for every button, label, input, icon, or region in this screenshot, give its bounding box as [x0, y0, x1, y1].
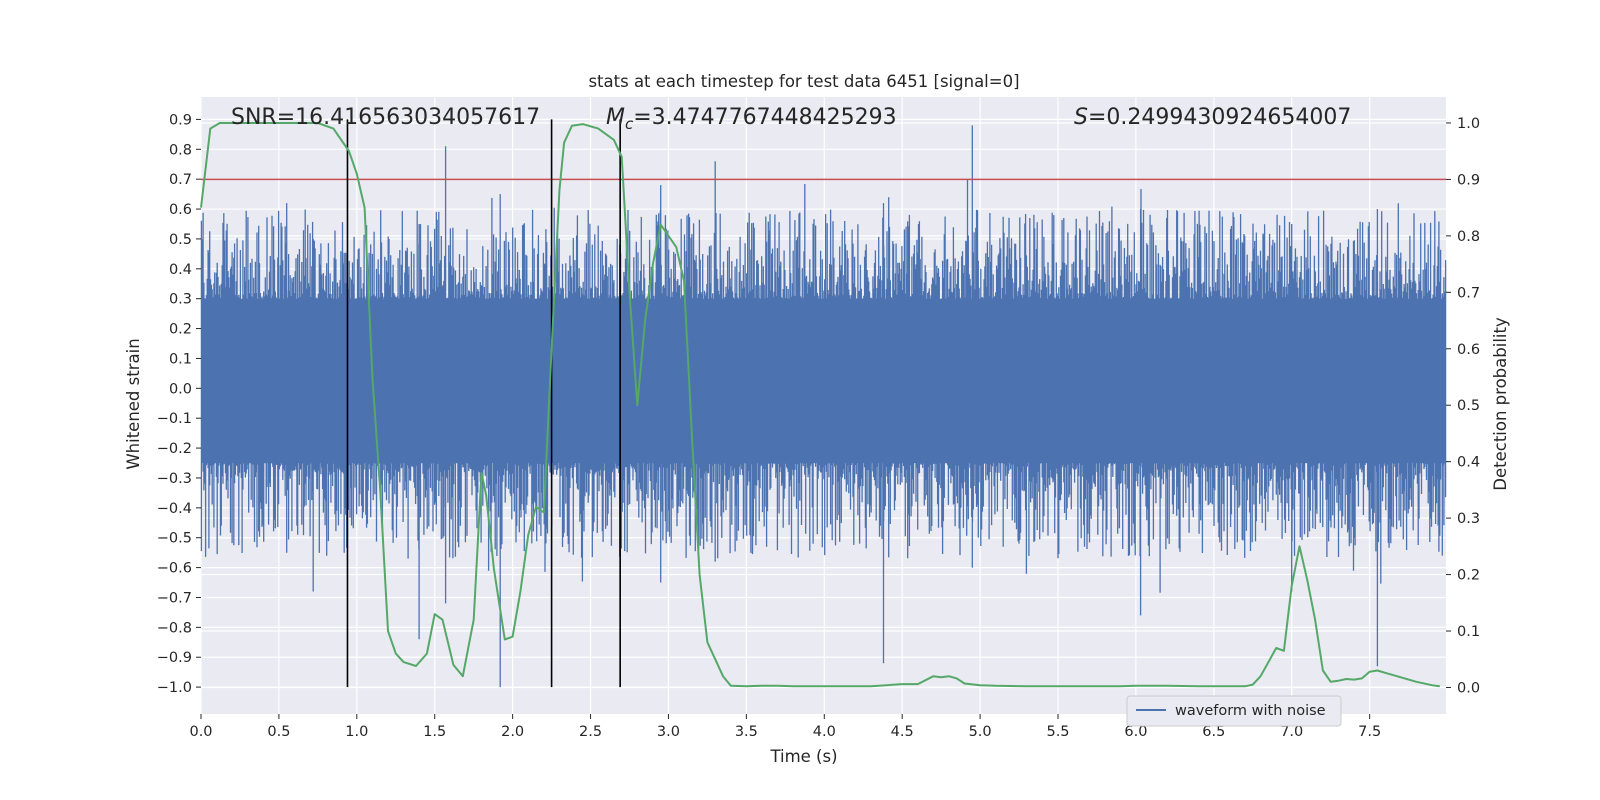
y-tick-label: −0.2: [157, 441, 192, 457]
y2-tick-label: 0.4: [1457, 455, 1480, 471]
y2-tick-label: 1.0: [1457, 116, 1480, 132]
chart-title: stats at each timestep for test data 645…: [588, 72, 1019, 91]
legend: waveform with noise: [1126, 695, 1342, 727]
y-tick-label: 0.8: [169, 142, 192, 158]
y-tick-label: 0.1: [169, 351, 192, 367]
y-axis-ticks: −1.0 −0.9 −0.8 −0.7 −0.6 −0.5 −0.4 −0.3 −0.2 −0.1…: [157, 112, 201, 696]
x-axis-label: Time (s): [769, 747, 837, 766]
x-tick-label: 3.0: [657, 724, 680, 740]
chirp-mass-symbol: M: [606, 105, 625, 130]
y2-tick-label: 0.8: [1457, 229, 1480, 245]
snr-annotation: SNR=16.416563034057617: [231, 105, 540, 130]
y-tick-label: 0.9: [169, 112, 192, 128]
x-tick-label: 0.0: [189, 724, 212, 740]
y-tick-label: 0.6: [169, 202, 192, 218]
y2-axis-label: Detection probability: [1491, 317, 1510, 491]
y-tick-label: 0.3: [169, 292, 192, 308]
x-tick-label: 5.0: [969, 724, 992, 740]
x-tick-label: 6.0: [1124, 724, 1147, 740]
x-tick-label: 2.0: [501, 724, 524, 740]
probability-line: [200, 122, 1440, 688]
y-tick-label: −0.5: [157, 531, 192, 547]
y-tick-label: −0.4: [157, 501, 192, 517]
s-value: =0.2499430924654007: [1088, 105, 1351, 130]
y-tick-label: 0.0: [169, 381, 192, 397]
x-tick-label: 1.0: [345, 724, 368, 740]
y2-axis-ticks: 0.0 0.1 0.2 0.3 0.4 0.5 0.6 0.7 0.8 0.9 1.0: [1446, 116, 1480, 696]
y2-tick-label: 0.9: [1457, 172, 1480, 188]
x-tick-label: 7.5: [1358, 724, 1381, 740]
y-tick-label: −0.1: [157, 411, 192, 427]
y-tick-label: −0.6: [157, 561, 192, 577]
y2-tick-label: 0.3: [1457, 511, 1480, 527]
x-tick-label: 7.0: [1280, 724, 1303, 740]
x-tick-label: 0.5: [267, 724, 290, 740]
y-tick-label: −1.0: [157, 680, 192, 696]
y-tick-label: 0.5: [169, 232, 192, 248]
y-tick-label: 0.2: [169, 322, 192, 338]
probability-series: [200, 122, 1440, 688]
y-tick-label: −0.8: [157, 620, 192, 636]
x-axis-ticks: 0.0 0.5 1.0 1.5 2.0 2.5 3.0 3.5 4.0 4.5 5.0 5.5 6.0 6…: [189, 714, 1381, 740]
s-annotation: S=0.2499430924654007: [1074, 105, 1351, 130]
y2-tick-label: 0.1: [1457, 624, 1480, 640]
x-tick-label: 4.5: [891, 724, 914, 740]
y-tick-label: −0.9: [157, 650, 192, 666]
y-axis-label: Whitened strain: [124, 338, 143, 469]
y-tick-label: 0.4: [169, 262, 192, 278]
y-tick-label: 0.7: [169, 172, 192, 188]
y-tick-label: −0.3: [157, 471, 192, 487]
legend-label: waveform with noise: [1175, 703, 1326, 719]
s-symbol: S: [1074, 105, 1088, 130]
y2-tick-label: 0.6: [1457, 342, 1480, 358]
overlay-lines: [201, 119, 1446, 688]
x-tick-label: 1.5: [423, 724, 446, 740]
y2-tick-label: 0.0: [1457, 680, 1480, 696]
y2-tick-label: 0.5: [1457, 398, 1480, 414]
x-tick-label: 2.5: [579, 724, 602, 740]
y-tick-label: −0.7: [157, 590, 192, 606]
x-tick-label: 6.5: [1202, 724, 1225, 740]
y2-tick-label: 0.7: [1457, 285, 1480, 301]
chirp-mass-annotation: Mc=3.4747767448425293: [606, 105, 897, 133]
chirp-mass-subscript: c: [625, 115, 634, 133]
y2-tick-label: 0.2: [1457, 568, 1480, 584]
chirp-mass-value: =3.4747767448425293: [633, 105, 896, 130]
x-tick-label: 3.5: [735, 724, 758, 740]
legend-box: [1126, 695, 1342, 727]
x-tick-label: 5.5: [1046, 724, 1069, 740]
x-tick-label: 4.0: [813, 724, 836, 740]
